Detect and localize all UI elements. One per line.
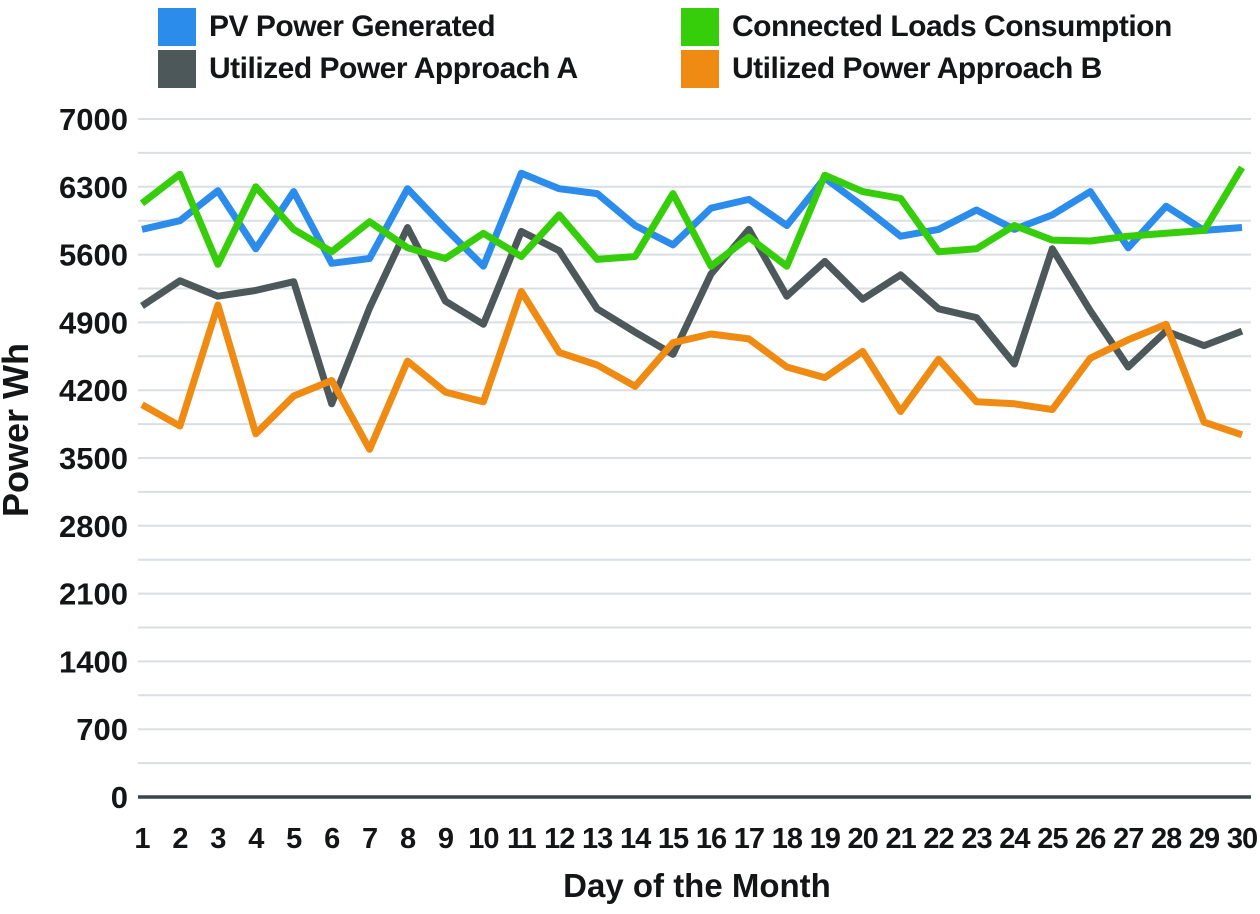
x-tick-label: 24: [999, 823, 1030, 855]
y-tick-label: 2100: [59, 577, 128, 612]
x-tick-label: 16: [696, 823, 727, 855]
x-tick-label: 14: [620, 823, 651, 855]
legend-label: Utilized Power Approach B: [732, 52, 1102, 85]
legend-swatch-icon: [158, 50, 196, 88]
x-tick-label: 21: [885, 823, 916, 855]
x-tick-label: 22: [923, 823, 953, 855]
x-tick-label: 23: [961, 823, 992, 855]
x-tick-label: 2: [172, 823, 187, 855]
series-line-connected-loads-consumption: [139, 165, 1245, 270]
x-tick-label: 3: [210, 823, 226, 855]
y-tick-label: 5600: [59, 238, 128, 273]
series-line-utilized-power-approach-b: [140, 287, 1244, 453]
y-axis-title: Power Wh: [0, 343, 36, 517]
legend-label: Connected Loads Consumption: [732, 10, 1172, 43]
gridlines: [138, 118, 1251, 799]
y-tick-label: 3500: [59, 441, 128, 476]
legend-item-connected-loads-consumption: Connected Loads Consumption: [681, 8, 1172, 46]
y-tick-label: 4200: [59, 373, 128, 408]
y-tick-label: 4900: [59, 305, 128, 340]
x-tick-label: 10: [468, 823, 498, 855]
x-tick-label: 27: [1113, 823, 1143, 855]
x-tick-label: 9: [438, 823, 454, 855]
legend-item-utilized-power-approach-a: Utilized Power Approach A: [158, 50, 578, 88]
x-tick-label: 8: [400, 823, 416, 855]
x-tick-label: 5: [286, 823, 302, 855]
y-tick-label: 2800: [59, 509, 128, 544]
x-tick-label: 7: [362, 823, 377, 855]
x-tick-label: 1: [134, 823, 150, 855]
x-tick-label: 11: [507, 823, 537, 855]
x-tick-label: 18: [772, 823, 803, 855]
x-tick-label: 29: [1189, 823, 1220, 855]
legend-swatch-icon: [681, 8, 719, 46]
x-tick-label: 25: [1037, 823, 1068, 855]
x-tick-label: 20: [848, 823, 878, 855]
y-tick-label: 7000: [59, 102, 128, 137]
legend-swatch-icon: [158, 8, 196, 46]
legend-item-utilized-power-approach-b: Utilized Power Approach B: [681, 50, 1102, 88]
legend-item-pv-power-generated: PV Power Generated: [158, 8, 496, 46]
x-tick-label: 6: [324, 823, 340, 855]
x-tick-label: 26: [1075, 823, 1106, 855]
y-tick-label: 6300: [59, 170, 128, 205]
x-tick-label: 17: [734, 823, 764, 855]
x-tick-label: 4: [248, 823, 264, 855]
y-tick-label: 0: [111, 780, 128, 815]
x-tick-label: 13: [582, 823, 613, 855]
y-tick-label: 1400: [59, 644, 128, 679]
legend-label: PV Power Generated: [209, 10, 496, 43]
x-tick-label: 30: [1227, 823, 1257, 855]
x-tick-label: 19: [810, 823, 841, 855]
x-tick-label: 28: [1151, 823, 1182, 855]
y-tick-label: 700: [76, 712, 128, 747]
x-tick-label: 15: [658, 823, 689, 855]
x-tick-label: 12: [544, 823, 574, 855]
legend-swatch-icon: [681, 50, 719, 88]
x-axis-title: Day of the Month: [563, 867, 831, 904]
legend-label: Utilized Power Approach A: [209, 52, 578, 85]
